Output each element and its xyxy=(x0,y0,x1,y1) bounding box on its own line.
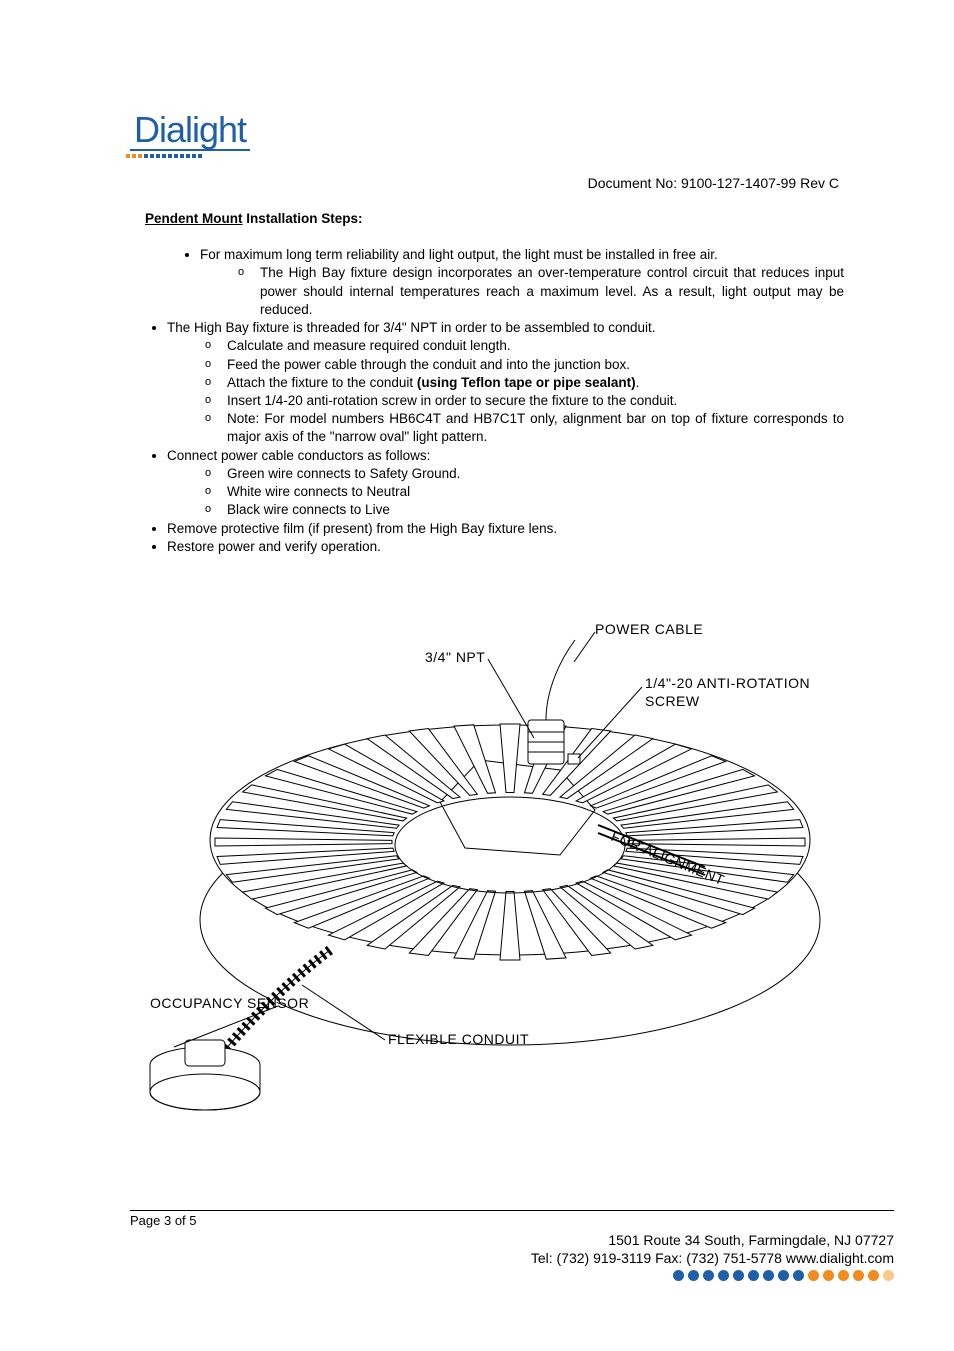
sub-list: The High Bay fixture design incorporates… xyxy=(238,264,844,319)
bullet-text: For maximum long term reliability and li… xyxy=(200,247,718,262)
list-top: The High Bay fixture is threaded for 3/4… xyxy=(167,319,844,556)
diagram-label-npt: 3/4" NPT xyxy=(425,649,485,665)
page-number: Page 3 of 5 xyxy=(130,1213,894,1228)
document-number: Document No: 9100-127-1407-99 Rev C xyxy=(588,175,839,191)
list-item: For maximum long term reliability and li… xyxy=(200,246,844,319)
content-body: Pendent Mount Installation Steps: For ma… xyxy=(145,210,844,556)
sub-text-bold: (using Teflon tape or pipe sealant) xyxy=(417,375,636,390)
heading-rest: Installation Steps: xyxy=(243,211,363,226)
sub-list-item: Insert 1/4-20 anti-rotation screw in ord… xyxy=(205,392,844,410)
bullet-text: The High Bay fixture is threaded for 3/4… xyxy=(167,320,656,335)
page-footer: Page 3 of 5 1501 Route 34 South, Farming… xyxy=(130,1210,894,1281)
sub-list-item: Calculate and measure required conduit l… xyxy=(205,337,844,355)
diagram-label-occupancy: OCCUPANCY SENSOR xyxy=(150,995,309,1011)
page-container: Dialight Document No: 9100-127-1407-99 R… xyxy=(0,0,954,1351)
footer-dots-row xyxy=(130,1270,894,1281)
diagram-label-anti-rotation: 1/4"-20 ANTI-ROTATION xyxy=(645,675,810,691)
list-item: Restore power and verify operation. xyxy=(167,538,844,556)
sub-list-item: Attach the fixture to the conduit (using… xyxy=(205,374,844,392)
footer-rule xyxy=(130,1210,894,1211)
list-top-first: For maximum long term reliability and li… xyxy=(200,246,844,319)
sub-list-item: Green wire connects to Safety Ground. xyxy=(205,465,844,483)
list-item: The High Bay fixture is threaded for 3/4… xyxy=(167,319,844,447)
sub-text-post: . xyxy=(636,375,640,390)
sub-list-item: Black wire connects to Live xyxy=(205,501,844,519)
technical-diagram: POWER CABLE 3/4" NPT 1/4"-20 ANTI-ROTATI… xyxy=(130,620,850,1160)
company-logo: Dialight xyxy=(130,112,250,151)
diagram-svg: POWER CABLE 3/4" NPT 1/4"-20 ANTI-ROTATI… xyxy=(130,620,850,1160)
sub-list: Green wire connects to Safety Ground. Wh… xyxy=(205,465,844,520)
footer-address: 1501 Route 34 South, Farmingdale, NJ 077… xyxy=(130,1232,894,1250)
footer-tel-fax-web: Tel: (732) 919-3119 Fax: (732) 751-5778 … xyxy=(130,1250,894,1268)
diagram-label-power-cable: POWER CABLE xyxy=(595,621,703,637)
sub-list-item: Feed the power cable through the conduit… xyxy=(205,356,844,374)
bullet-text: Connect power cable conductors as follow… xyxy=(167,448,430,463)
diagram-label-screw: SCREW xyxy=(645,693,700,709)
sub-text-pre: Attach the fixture to the conduit xyxy=(227,375,417,390)
heading-underlined: Pendent Mount xyxy=(145,211,243,226)
sub-list-item: The High Bay fixture design incorporates… xyxy=(238,264,844,319)
diagram-label-flexible: FLEXIBLE CONDUIT xyxy=(388,1031,529,1047)
list-item: Remove protective film (if present) from… xyxy=(167,520,844,538)
logo-text: Dialight xyxy=(130,112,250,151)
sub-list-item: White wire connects to Neutral xyxy=(205,483,844,501)
sub-list: Calculate and measure required conduit l… xyxy=(205,337,844,446)
section-heading: Pendent Mount Installation Steps: xyxy=(145,210,844,228)
footer-contact: 1501 Route 34 South, Farmingdale, NJ 077… xyxy=(130,1232,894,1281)
list-item: Connect power cable conductors as follow… xyxy=(167,447,844,520)
sub-list-item: Note: For model numbers HB6C4T and HB7C1… xyxy=(205,410,844,446)
logo-dots-row xyxy=(126,154,202,158)
